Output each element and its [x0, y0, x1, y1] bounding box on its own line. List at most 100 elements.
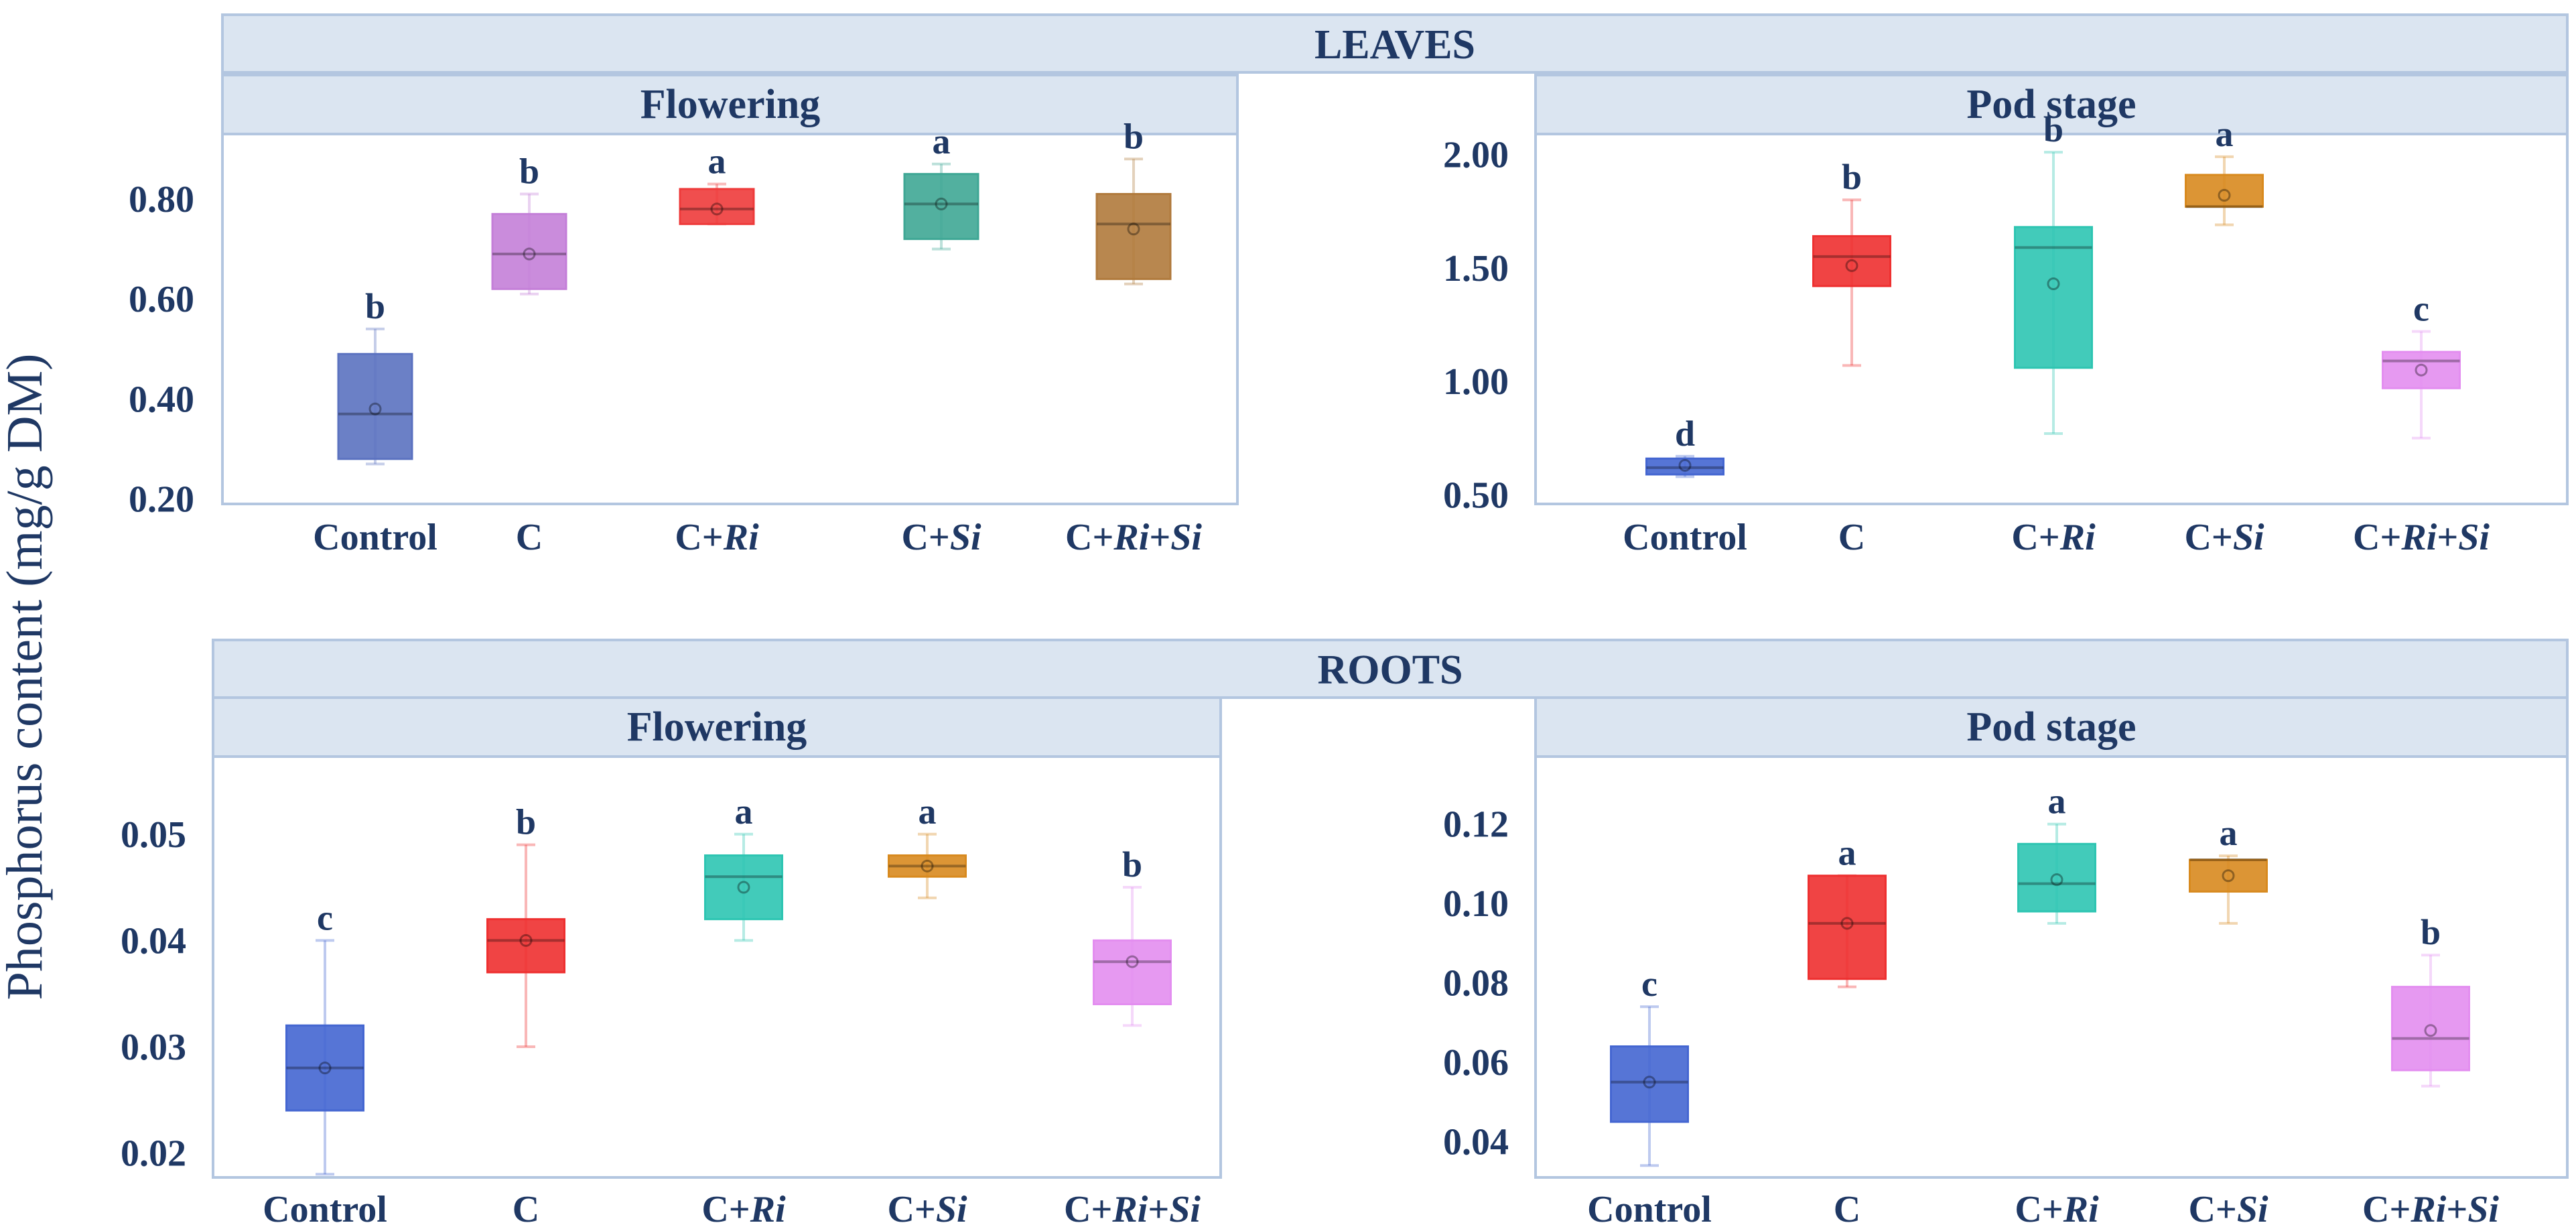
box — [2391, 986, 2470, 1072]
category-label: C+Si — [2184, 517, 2264, 558]
box — [1095, 193, 1172, 280]
box — [2185, 174, 2264, 208]
box — [1808, 875, 1887, 980]
box — [2189, 858, 2268, 893]
y-tick-label: 0.60 — [129, 279, 194, 320]
category-label: C+Ri — [2011, 517, 2096, 558]
significance-letter: a — [735, 791, 753, 832]
mean-marker — [2050, 873, 2063, 887]
significance-letter: a — [1838, 833, 1856, 873]
category-label: C+Ri+Si — [2362, 1189, 2499, 1225]
mean-marker — [737, 881, 750, 894]
box — [1610, 1045, 1689, 1123]
mean-marker — [2218, 188, 2231, 202]
section-title-roots: ROOTS — [1317, 647, 1463, 693]
box — [1645, 457, 1724, 476]
y-tick-label: 0.08 — [1443, 963, 1509, 1005]
box — [903, 173, 979, 241]
box — [1093, 939, 1172, 1006]
y-tick-label: 0.04 — [121, 920, 186, 962]
box — [491, 212, 567, 290]
significance-letter: b — [2421, 912, 2441, 952]
category-label: C — [1838, 517, 1865, 558]
significance-letter: b — [1122, 844, 1142, 885]
category-label: C+Ri+Si — [2353, 517, 2490, 558]
y-tick-label: 0.03 — [121, 1027, 186, 1068]
category-label: Control — [1623, 517, 1747, 558]
category-label: C+Si — [2188, 1189, 2268, 1225]
mean-marker — [710, 202, 724, 216]
mean-marker — [519, 933, 533, 947]
mean-marker — [935, 197, 948, 210]
category-label: C — [513, 1189, 539, 1225]
y-tick-label: 0.06 — [1443, 1042, 1509, 1084]
category-label: C — [1834, 1189, 1860, 1225]
box — [679, 188, 755, 225]
y-tick-label: 0.04 — [1443, 1122, 1509, 1163]
significance-letter: d — [1675, 413, 1695, 454]
subpanel-header-roots-pod — [1534, 696, 2569, 758]
subpanel-title-leaves-pod: Pod stage — [1966, 82, 2136, 127]
significance-letter: b — [2043, 109, 2063, 149]
category-label: C+Ri+Si — [1065, 517, 1202, 558]
mean-marker — [1643, 1076, 1656, 1089]
mean-marker — [2047, 277, 2060, 291]
box — [285, 1024, 364, 1112]
section-roots: ROOTS Flowering Pod stage — [212, 639, 2569, 1179]
significance-letter: a — [2216, 114, 2234, 154]
box — [2382, 350, 2461, 389]
chart-leaves-pod: 0.50 1.00 1.50 2.00 d Control b Cb C+Ri a C+Si c C+R… — [1443, 109, 2490, 558]
subpanel-title-roots-pod: Pod stage — [1966, 704, 2136, 750]
y-tick-label: 0.12 — [1443, 804, 1509, 846]
category-label: C — [516, 517, 543, 558]
mean-marker — [1678, 458, 1692, 472]
significance-letter: b — [1842, 157, 1862, 197]
significance-letter: b — [516, 802, 536, 842]
y-tick-label: 0.20 — [129, 479, 194, 521]
significance-letter: a — [933, 121, 951, 162]
category-label: C+Ri — [2015, 1189, 2099, 1225]
chart-roots-flowering: 0.02 0.03 0.04 0.05 c Control b Ca C+Ri a C+Si b C+R… — [121, 791, 1201, 1225]
category-label: C+Ri+Si — [1064, 1189, 1201, 1225]
section-header-leaves — [221, 13, 2569, 74]
y-tick-label: 0.02 — [121, 1133, 186, 1175]
mean-marker — [1845, 259, 1858, 272]
significance-letter: a — [2048, 781, 2066, 822]
y-tick-label: 1.00 — [1443, 361, 1509, 403]
y-tick-label: 1.50 — [1443, 248, 1509, 289]
box — [888, 854, 967, 878]
chart-marks: 0.20 0.40 0.60 0.80 b Control b Ca C+Ri a C+Si b C+R… — [121, 109, 2499, 1225]
mean-marker — [2415, 363, 2428, 377]
subpanel-title-leaves-flowering: Flowering — [640, 82, 821, 127]
category-label: Control — [313, 517, 437, 558]
box — [1812, 235, 1891, 287]
box — [337, 352, 413, 460]
y-tick-label: 0.50 — [1443, 474, 1509, 516]
y-tick-label: 2.00 — [1443, 134, 1509, 176]
mean-marker — [2222, 869, 2235, 883]
significance-letter: b — [519, 151, 539, 192]
mean-marker — [368, 402, 382, 415]
section-title-leaves: LEAVES — [1314, 22, 1475, 68]
section-header-roots — [212, 639, 2569, 699]
box — [486, 918, 565, 974]
y-tick-label: 0.80 — [129, 179, 194, 220]
significance-letter: c — [1641, 964, 1657, 1004]
significance-letter: a — [919, 791, 937, 832]
category-label: C+Si — [901, 517, 981, 558]
category-label: C+Ri — [701, 1189, 786, 1225]
category-label: Control — [263, 1189, 387, 1225]
subpanel-title-roots-flowering: Flowering — [627, 704, 807, 750]
box — [2017, 842, 2096, 913]
category-label: Control — [1587, 1189, 1712, 1225]
y-tick-label: 0.05 — [121, 814, 186, 856]
significance-letter: c — [2413, 289, 2429, 329]
significance-letter: c — [317, 897, 333, 938]
mean-marker — [523, 247, 536, 261]
significance-letter: a — [708, 141, 726, 182]
section-leaves: LEAVES Flowering Pod stage — [221, 13, 2569, 505]
mean-marker — [1127, 222, 1140, 236]
y-tick-label: 0.10 — [1443, 883, 1509, 925]
y-axis-label: Phosphorus content (mg/g DM) — [0, 354, 53, 1001]
